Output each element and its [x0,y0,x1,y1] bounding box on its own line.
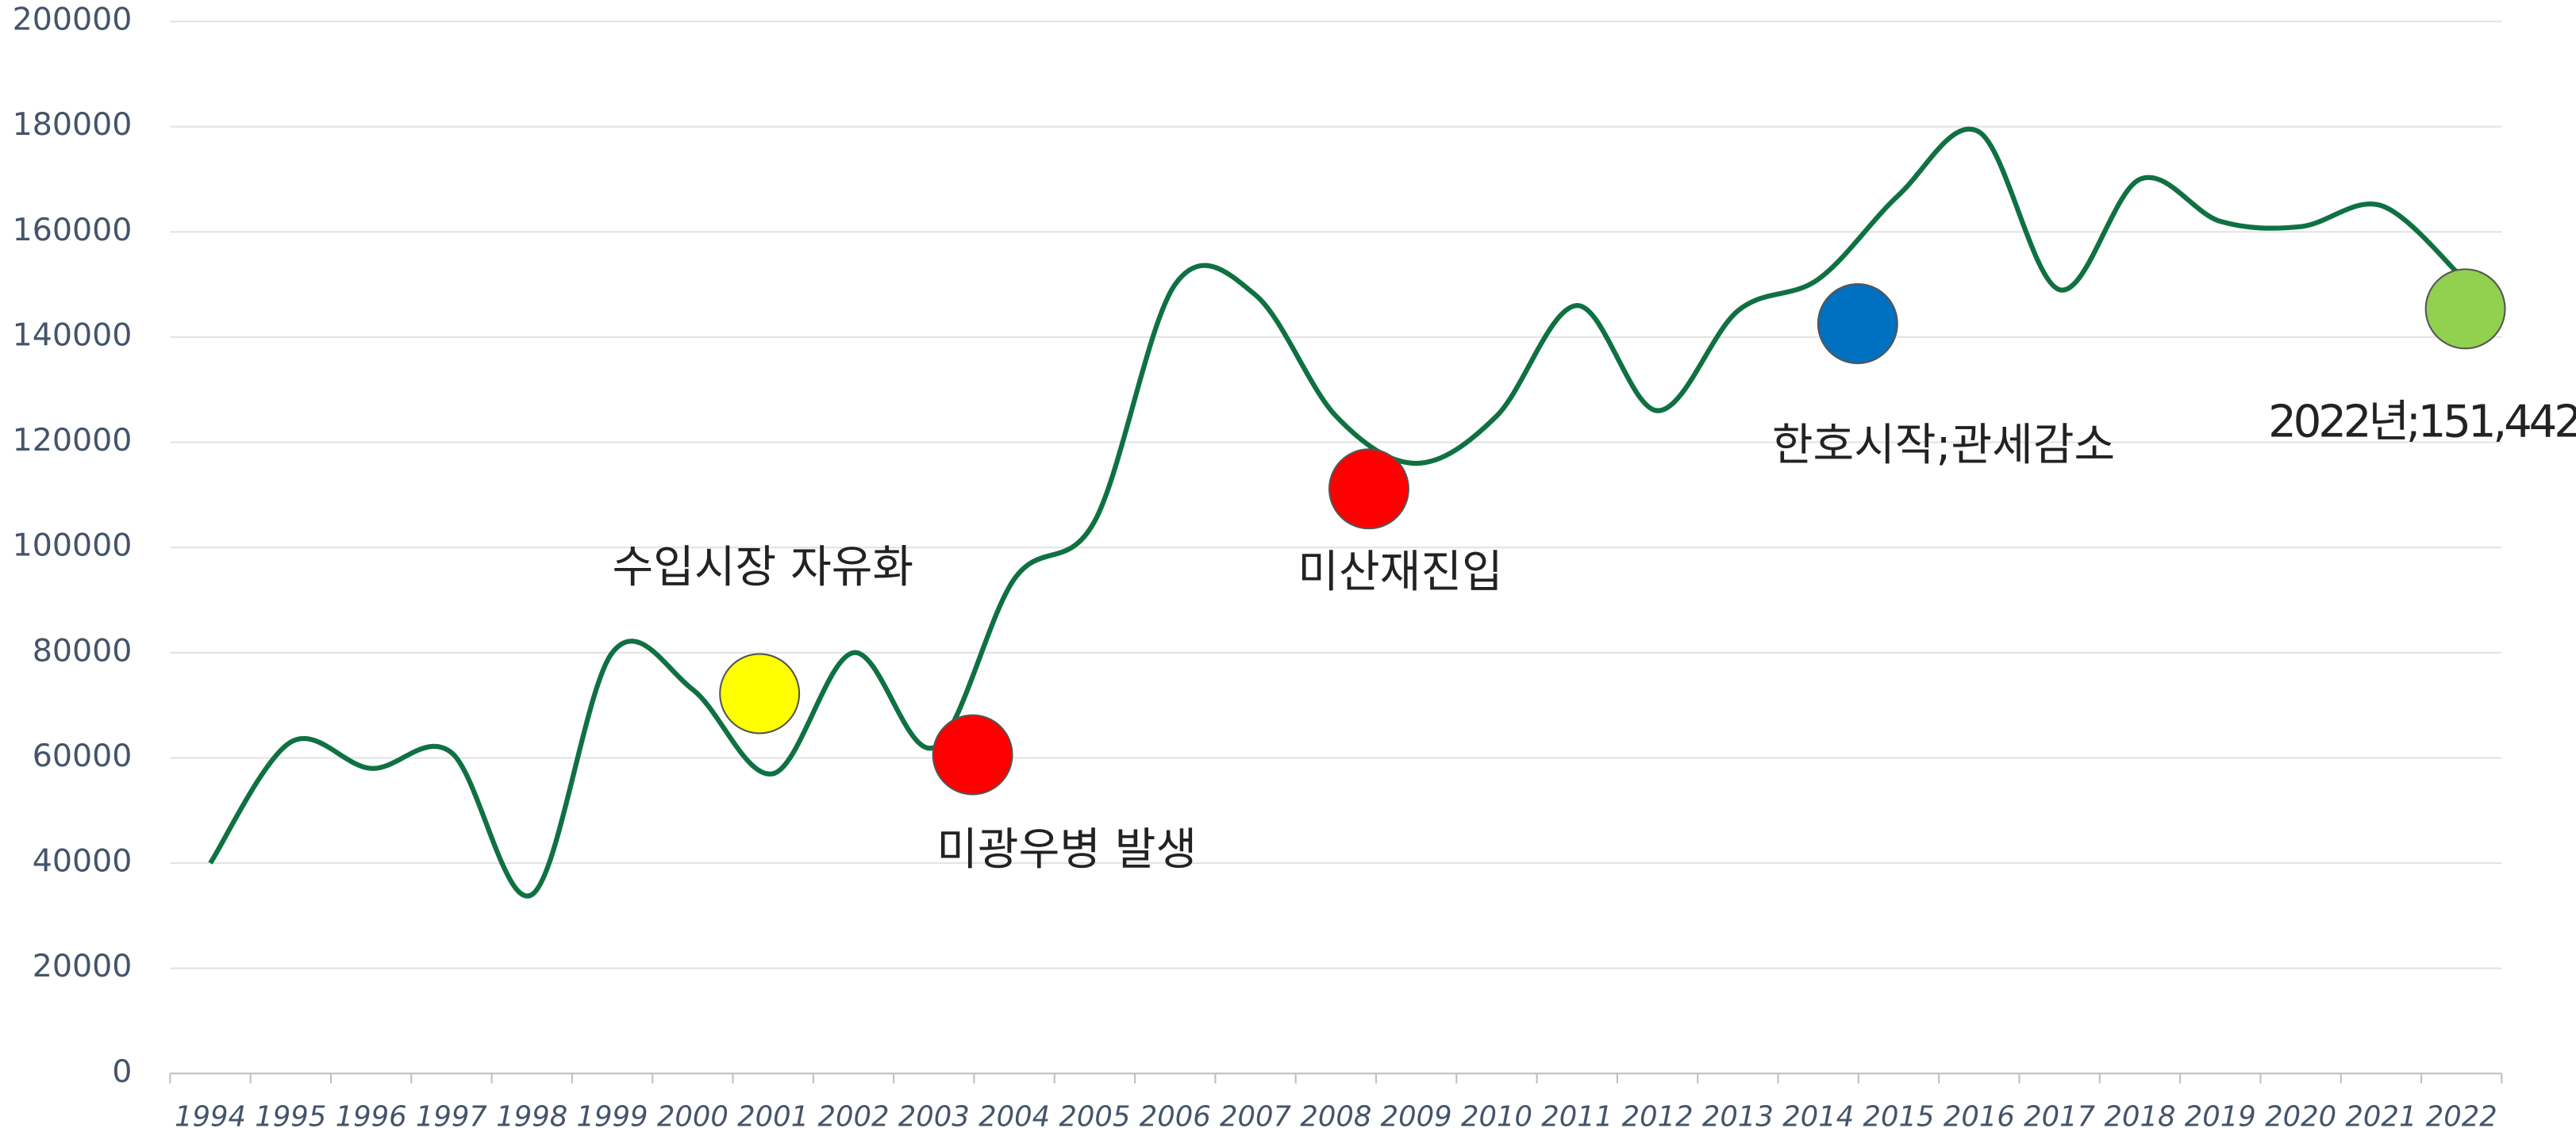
x-tick-label: 1996 [336,1101,407,1128]
x-tick-label: 2006 [1140,1101,1211,1128]
x-tick-label: 1994 [175,1101,246,1128]
annotation: 미광우병 발생 [936,824,1197,876]
x-tick-label: 2021 [2345,1101,2416,1128]
x-tick-label: 2022 [2426,1101,2497,1128]
x-tick-label: 2000 [657,1101,729,1128]
x-tick-label: 2019 [2185,1101,2256,1128]
x-tick-label: 2008 [1300,1101,1371,1128]
y-tick-label: 120000 [13,422,133,458]
y-tick-label: 40000 [33,843,133,880]
x-tick-label: 2004 [978,1101,1050,1128]
x-tick-label: 2020 [2265,1101,2336,1128]
y-tick-label: 60000 [33,738,133,774]
x-tick-label: 2002 [817,1101,889,1128]
x-tick-label: 2009 [1381,1101,1452,1128]
y-tick-label: 160000 [13,212,133,248]
x-tick-label: 2016 [1944,1101,2015,1128]
x-tick-label: 2005 [1059,1101,1130,1128]
annotation: 미산재진입 [1298,547,1502,598]
x-tick-label: 2010 [1461,1101,1532,1128]
x-tick-label: 1999 [577,1101,648,1128]
y-tick-label: 20000 [33,948,133,984]
data-line [208,126,2463,899]
y-tick-label: 180000 [13,106,133,143]
y-tick-label: 100000 [13,528,133,564]
x-tick-label: 1997 [416,1101,487,1128]
y-tick-label: 140000 [13,317,133,353]
marker-circle [1328,448,1409,530]
y-tick-label: 200000 [13,2,133,38]
marker-circle [2424,268,2506,350]
x-tick-label: 2007 [1220,1101,1291,1128]
x-tick-label: 2011 [1541,1101,1613,1128]
x-tick-label: 1998 [496,1101,567,1128]
x-tick-label: 2015 [1863,1101,1935,1128]
x-tick-label: 2003 [898,1101,970,1128]
marker-circle [1817,283,1898,365]
annotation: 2022년;151,442t [2268,397,2576,448]
y-tick-label: 80000 [33,632,133,669]
y-tick-label: 0 [112,1053,132,1090]
x-tick-label: 1995 [255,1101,326,1128]
marker-circle [719,653,801,735]
annotation: 한호시작;관세감소 [1772,420,2115,471]
marker-circle [932,714,1013,796]
x-tick-label: 2018 [2104,1101,2175,1128]
x-tick-label: 2001 [737,1101,809,1128]
x-tick-label: 2017 [2024,1101,2095,1128]
x-tick-label: 2013 [1702,1101,1774,1128]
x-tick-label: 2012 [1622,1101,1694,1128]
annotation: 수입시장 자유화 [613,542,914,593]
x-tick-label: 2014 [1782,1101,1854,1128]
